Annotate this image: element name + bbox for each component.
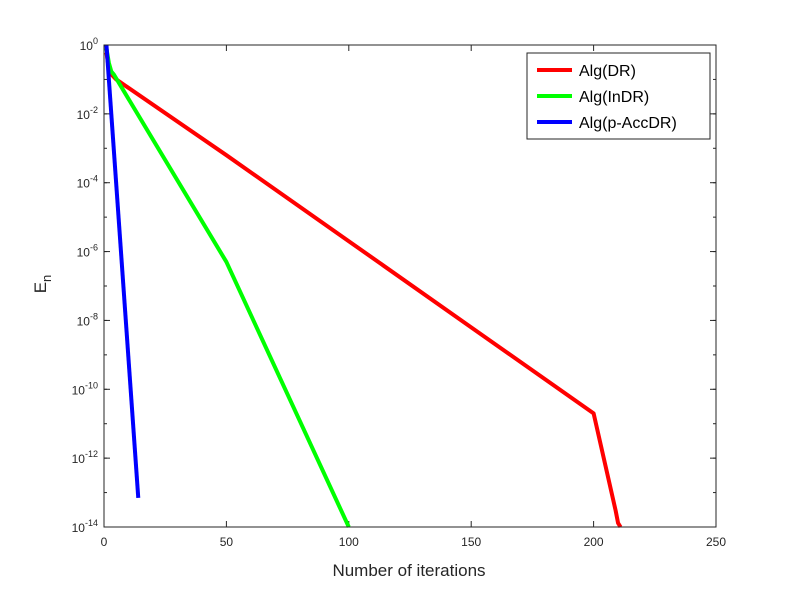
x-axis-label: Number of iterations [332,561,485,580]
axes-frame [103,44,717,528]
y-tick-label: 10-8 [77,311,98,328]
ticks: 0 50 100 150 200 250 10-14 10-12 10-10 10-8 10-6 10… [72,36,727,549]
legend-label: Alg(DR) [579,63,636,80]
x-tick-label: 250 [706,535,726,549]
x-tick-label: 0 [101,535,108,549]
series-lines [104,44,623,529]
legend: Alg(DR) Alg(InDR) Alg(p-AccDR) [526,52,711,140]
legend-label: Alg(InDR) [579,89,649,106]
legend-label: Alg(p-AccDR) [579,115,677,132]
x-tick-label: 50 [220,535,234,549]
y-tick-label: 100 [80,36,98,53]
y-axis-label-main: E [31,282,50,293]
y-tick-label: 10-10 [72,380,98,397]
y-tick-label: 10-4 [77,174,98,191]
x-tick-label: 100 [339,535,359,549]
y-tick-label: 10-14 [72,518,98,535]
y-tick-label: 10-12 [72,449,98,466]
y-axis-label-subscript: n [39,275,54,282]
y-axis-label: En [31,275,54,294]
series-line-2 [104,44,141,499]
x-tick-label: 200 [584,535,604,549]
axes-box [103,44,717,528]
y-tick-label: 10-6 [77,243,98,260]
y-tick-label: 10-2 [77,105,98,122]
x-tick-label: 150 [461,535,481,549]
